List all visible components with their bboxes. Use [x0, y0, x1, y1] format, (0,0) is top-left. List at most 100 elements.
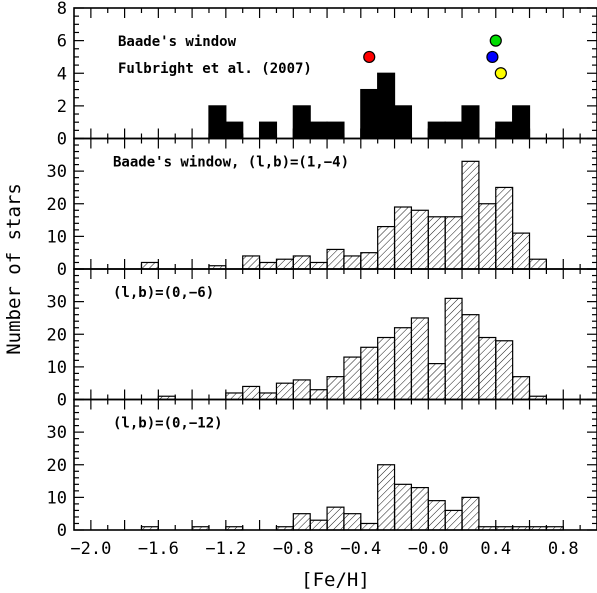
x-tick-label: 0.8	[548, 539, 579, 559]
histogram-bar	[461, 314, 480, 401]
y-tick-label: 2	[57, 97, 67, 117]
histogram-bar	[410, 486, 429, 531]
histogram-bar	[444, 509, 463, 531]
x-tick-label: −1.2	[205, 539, 246, 559]
histogram-bar	[410, 209, 429, 270]
histogram-bar	[292, 513, 311, 531]
histogram-bar	[393, 327, 413, 401]
panel-label: (l,b)=(0,−6)	[113, 285, 214, 301]
histogram-panel-3: 0 10 20 30 (l,b)=(0,−6)	[47, 268, 597, 411]
y-tick-label: 30	[47, 423, 67, 443]
y-tick-label: 0	[57, 521, 67, 541]
y-tick-label: 8	[57, 0, 67, 19]
histogram-bar	[495, 186, 514, 270]
histogram-bar	[343, 513, 362, 531]
y-tick-label: 20	[47, 456, 67, 476]
histogram-bar	[478, 203, 497, 270]
histogram-bar	[309, 261, 328, 270]
histogram-bar	[258, 261, 278, 270]
histogram-bar	[444, 121, 463, 140]
y-tick-label: 4	[57, 64, 67, 84]
histogram-bar	[512, 376, 531, 401]
y-axis-title: Number of stars	[3, 183, 25, 355]
histogram-bar	[377, 225, 396, 270]
histogram-bar	[427, 363, 446, 401]
histogram-bar	[495, 121, 514, 140]
histogram-bar	[360, 522, 379, 531]
histogram-bar	[512, 232, 531, 270]
histogram-bar	[326, 376, 345, 401]
histogram-bar	[343, 356, 362, 401]
histogram-bar	[528, 258, 547, 270]
x-tick-label: −0.0	[408, 539, 449, 559]
histogram-bar	[377, 464, 396, 531]
histogram-bar	[326, 248, 345, 270]
histogram-bar	[427, 121, 446, 140]
histogram-bar	[377, 72, 396, 140]
histogram-bar	[461, 105, 480, 140]
histogram-bar	[444, 216, 463, 270]
histogram-bar	[326, 121, 345, 140]
histogram-bar	[140, 261, 159, 270]
histogram-bar	[242, 255, 261, 270]
y-tick-label: 30	[47, 293, 67, 313]
histogram-bar	[360, 252, 379, 270]
histogram-bar	[360, 346, 379, 401]
histogram-bar	[292, 105, 311, 140]
panel-label: Baade's window, (l,b)=(1,−4)	[113, 155, 349, 171]
histogram-bar	[275, 258, 294, 270]
x-tick-label: −0.4	[340, 539, 381, 559]
y-tick-label: 30	[47, 162, 67, 182]
x-axis-title: [Fe/H]	[301, 569, 370, 591]
histogram-bar	[393, 483, 413, 531]
histogram-bar	[225, 392, 244, 401]
histogram-bar	[309, 389, 328, 401]
histogram-bar	[512, 105, 531, 140]
x-tick-label: 0.4	[480, 539, 511, 559]
histogram-bar	[461, 496, 480, 531]
y-tick-label: 10	[47, 358, 67, 378]
data-point-marker	[486, 50, 499, 64]
histogram-panel-4: 0 10 20 30 (l,b)=(0,−12)	[47, 398, 597, 541]
histogram-bar	[208, 105, 227, 140]
panel-label: Baade's window	[118, 34, 237, 50]
histogram-panel-1: 0 2 4 6 8 Baade's window Fulbright et al. (200…	[57, 0, 597, 150]
y-tick-label: 6	[57, 32, 67, 52]
histogram-bar	[393, 206, 413, 270]
x-tick-label: −1.6	[138, 539, 179, 559]
histogram-bar	[410, 317, 429, 401]
histogram-bar	[461, 160, 480, 270]
histogram-bar	[258, 121, 278, 140]
histogram-bar	[478, 336, 497, 401]
histogram-bar	[242, 385, 261, 401]
histogram-bar	[427, 216, 446, 270]
histogram-bar	[292, 255, 311, 270]
x-tick-label: −2.0	[70, 539, 111, 559]
x-tick-label: −0.8	[273, 539, 314, 559]
histogram-bar	[444, 297, 463, 401]
y-tick-label: 0	[57, 130, 67, 150]
data-point-marker	[363, 50, 376, 64]
histogram-bar	[258, 392, 278, 401]
y-tick-label: 20	[47, 195, 67, 215]
y-tick-label: 0	[57, 391, 67, 411]
y-tick-label: 10	[47, 227, 67, 247]
y-tick-label: 20	[47, 325, 67, 345]
panel-label: (l,b)=(0,−12)	[113, 416, 223, 432]
histogram-bar	[427, 500, 446, 531]
histogram-panel-2: 0 10 20 30 Baade's window, (l,b)=(1,−4)	[47, 137, 597, 280]
y-tick-label: 10	[47, 488, 67, 508]
data-point-marker	[489, 34, 502, 47]
data-point-marker	[494, 67, 507, 80]
histogram-bar	[360, 88, 379, 140]
histogram-bar	[377, 336, 396, 401]
histogram-bar	[393, 105, 413, 140]
histogram-bar	[275, 382, 294, 401]
histogram-bar	[326, 506, 345, 531]
histogram-bar	[495, 340, 514, 401]
y-tick-label: 0	[57, 260, 67, 280]
histogram-bar	[343, 255, 362, 270]
histogram-bar	[309, 121, 328, 140]
histogram-bar	[292, 379, 311, 401]
